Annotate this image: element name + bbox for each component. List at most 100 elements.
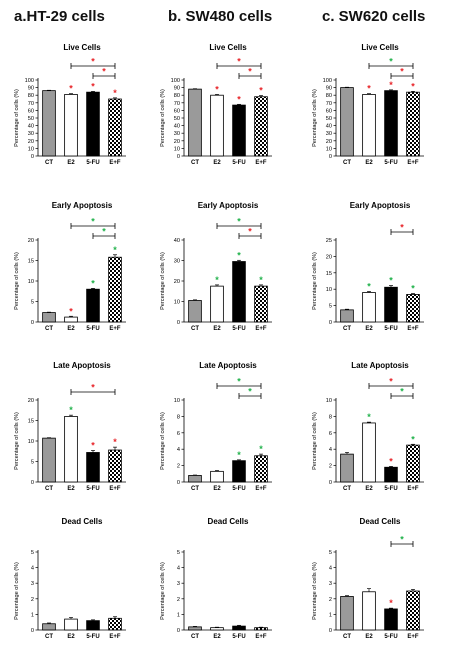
- x-tick-label: 5-FU: [384, 160, 397, 166]
- y-tick-label: 50: [28, 116, 34, 122]
- chart-title: Late Apoptosis: [351, 361, 409, 370]
- y-tick-label: 20: [28, 398, 34, 404]
- significance-star: *: [215, 84, 219, 94]
- bracket-star: *: [91, 217, 95, 227]
- y-tick-label: 90: [174, 86, 180, 92]
- x-tick-label: CT: [343, 160, 351, 166]
- x-tick-label: 5-FU: [384, 326, 397, 332]
- significance-star: *: [91, 440, 95, 450]
- y-tick-label: 10: [326, 398, 332, 404]
- y-tick-label: 8: [329, 414, 332, 420]
- bracket-star: *: [400, 387, 404, 397]
- chart-panel-8: Late Apoptosis Percentage of cells (%) 0 2 4…: [312, 361, 424, 492]
- significance-star: *: [69, 84, 73, 94]
- y-tick-label: 100: [323, 78, 332, 84]
- bar: [232, 261, 246, 323]
- x-tick-label: CT: [343, 326, 351, 332]
- bracket-star: *: [389, 57, 393, 67]
- y-tick-label: 1: [31, 612, 34, 618]
- bar: [232, 625, 246, 631]
- y-tick-label: 80: [326, 93, 332, 99]
- x-tick-label: E2: [365, 160, 373, 166]
- significance-star: *: [237, 250, 241, 260]
- y-tick-label: 6: [177, 431, 180, 437]
- x-tick-label: 5-FU: [232, 634, 245, 640]
- bar: [188, 88, 202, 157]
- bracket-star: *: [248, 67, 252, 77]
- bracket-star: *: [237, 57, 241, 67]
- bracket-star: *: [91, 57, 95, 67]
- y-tick-label: 20: [28, 139, 34, 145]
- bar: [42, 437, 56, 483]
- x-tick-label: 5-FU: [384, 634, 397, 640]
- y-tick-label: 70: [28, 101, 34, 107]
- y-tick-label: 10: [326, 146, 332, 152]
- bar: [340, 309, 354, 323]
- significance-star: *: [389, 80, 393, 90]
- bar: [188, 626, 202, 631]
- x-tick-label: CT: [45, 634, 53, 640]
- bracket-star: *: [400, 535, 404, 545]
- x-tick-label: E+F: [109, 160, 121, 166]
- y-tick-label: 70: [326, 101, 332, 107]
- y-axis-label: Percentage of cells (%): [312, 562, 318, 620]
- y-tick-label: 40: [326, 124, 332, 130]
- y-tick-label: 3: [31, 581, 34, 587]
- x-tick-label: E+F: [255, 486, 267, 492]
- y-tick-label: 4: [177, 566, 180, 572]
- chart-title: Dead Cells: [360, 517, 401, 526]
- significance-star: *: [237, 450, 241, 460]
- y-axis-label: Percentage of cells (%): [312, 89, 318, 147]
- x-tick-label: CT: [191, 160, 199, 166]
- y-tick-label: 60: [326, 108, 332, 114]
- bar: [254, 285, 268, 323]
- bar: [362, 292, 376, 323]
- x-tick-label: E2: [67, 326, 75, 332]
- bar: [406, 590, 420, 631]
- y-tick-label: 5: [31, 550, 34, 556]
- y-tick-label: 10: [28, 279, 34, 285]
- x-tick-label: E2: [365, 634, 373, 640]
- chart-title: Dead Cells: [62, 517, 103, 526]
- y-tick-label: 5: [177, 550, 180, 556]
- y-tick-label: 80: [174, 93, 180, 99]
- x-tick-label: E+F: [407, 486, 419, 492]
- bar: [210, 94, 224, 157]
- y-tick-label: 4: [329, 447, 332, 453]
- bar: [42, 623, 56, 631]
- chart-panel-3: Early Apoptosis Percentage of cells (%) 0 5…: [14, 201, 126, 332]
- y-tick-label: 10: [174, 300, 180, 306]
- bar: [64, 316, 78, 323]
- x-tick-label: E2: [365, 326, 373, 332]
- x-tick-label: E+F: [255, 634, 267, 640]
- y-tick-label: 20: [174, 279, 180, 285]
- significance-star: *: [91, 278, 95, 288]
- bracket-star: *: [102, 227, 106, 237]
- y-tick-label: 60: [28, 108, 34, 114]
- bar: [384, 608, 398, 631]
- y-tick-label: 3: [329, 581, 332, 587]
- bar: [108, 256, 122, 323]
- x-tick-label: 5-FU: [232, 160, 245, 166]
- bracket-star: *: [248, 387, 252, 397]
- y-tick-label: 4: [329, 566, 332, 572]
- x-tick-label: E2: [67, 160, 75, 166]
- x-tick-label: E+F: [407, 634, 419, 640]
- x-tick-label: E+F: [255, 326, 267, 332]
- significance-star: *: [215, 275, 219, 285]
- y-axis-label: Percentage of cells (%): [160, 562, 166, 620]
- significance-star: *: [367, 281, 371, 291]
- x-tick-label: E2: [213, 326, 221, 332]
- y-tick-label: 20: [28, 238, 34, 244]
- column-title-sw480: b. SW480 cells: [168, 8, 273, 25]
- y-tick-label: 0: [329, 628, 332, 634]
- significance-star: *: [113, 437, 117, 447]
- y-axis-label: Percentage of cells (%): [14, 89, 20, 147]
- y-tick-label: 1: [329, 612, 332, 618]
- y-tick-label: 3: [177, 581, 180, 587]
- bar: [340, 596, 354, 631]
- y-tick-label: 70: [174, 101, 180, 107]
- significance-star: *: [237, 94, 241, 104]
- x-tick-label: E+F: [109, 326, 121, 332]
- bar: [232, 104, 246, 157]
